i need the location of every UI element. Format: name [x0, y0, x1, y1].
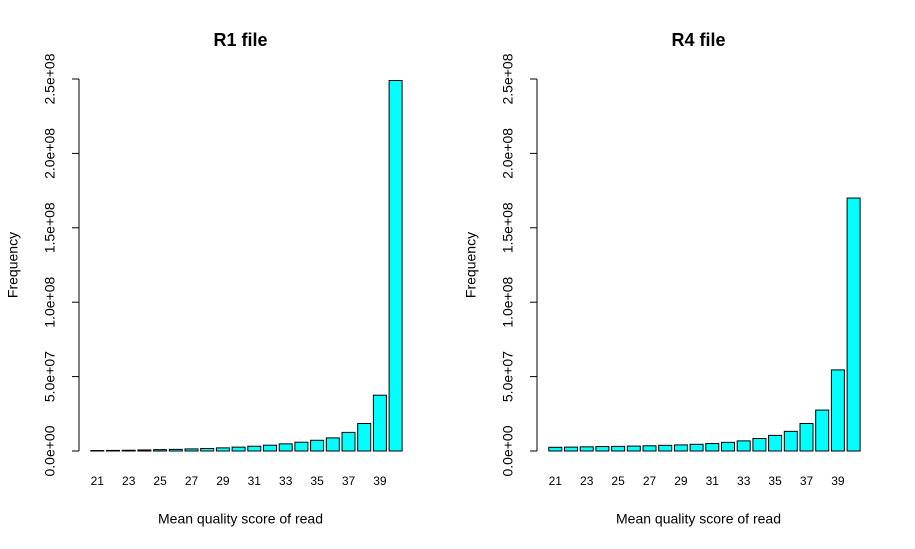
bar	[846, 197, 861, 452]
bar	[768, 434, 783, 452]
x-axis-label: Mean quality score of read	[158, 511, 323, 527]
bar	[799, 422, 814, 452]
bar	[278, 443, 293, 452]
y-tick-label: 2.0e+08	[500, 128, 516, 179]
bar	[611, 445, 626, 452]
chart-title: R4 file	[671, 30, 725, 50]
y-tick-label: 5.0e+07	[42, 351, 58, 402]
bar	[215, 447, 230, 452]
x-tick-label: 39	[373, 474, 387, 488]
y-axis-label: Frequency	[463, 232, 479, 298]
y-tick-label: 1.0e+08	[42, 276, 58, 327]
y-axis-label: Frequency	[5, 232, 21, 298]
x-tick-label: 23	[580, 474, 594, 488]
bar	[372, 394, 387, 452]
chart-title: R1 file	[213, 30, 267, 50]
x-tick-label: 35	[768, 474, 782, 488]
x-tick-label: 23	[122, 474, 136, 488]
y-tick-label: 0.0e+00	[42, 425, 58, 476]
x-tick-label: 33	[279, 474, 293, 488]
bar	[752, 438, 767, 452]
bar	[200, 447, 215, 452]
y-tick-label: 1.5e+08	[42, 202, 58, 253]
x-tick-label: 39	[831, 474, 845, 488]
bar	[121, 449, 136, 452]
x-tick-label: 29	[674, 474, 688, 488]
y-tick-label: 1.0e+08	[500, 276, 516, 327]
bar	[357, 422, 372, 452]
bar	[721, 441, 735, 452]
bar	[705, 443, 720, 452]
bar	[168, 448, 183, 452]
bar	[341, 431, 356, 452]
bar	[153, 449, 168, 452]
bar	[231, 446, 246, 452]
x-tick-label: 29	[216, 474, 230, 488]
bar	[247, 445, 262, 452]
x-tick-label: 33	[737, 474, 751, 488]
x-tick-label: 35	[310, 474, 324, 488]
bar	[689, 443, 704, 452]
bar	[658, 444, 673, 452]
y-tick-label: 2.5e+08	[42, 53, 58, 104]
bar	[736, 440, 751, 452]
bar	[137, 449, 152, 452]
bar	[263, 444, 277, 452]
x-tick-label: 31	[248, 474, 262, 488]
x-tick-label: 37	[800, 474, 814, 488]
bar	[564, 446, 578, 452]
bar	[325, 437, 340, 452]
x-tick-label: 37	[342, 474, 356, 488]
bar	[184, 448, 199, 452]
bar	[626, 445, 641, 452]
bar	[310, 439, 325, 452]
x-tick-label: 25	[153, 474, 167, 488]
x-tick-label: 27	[185, 474, 199, 488]
bar	[388, 79, 403, 452]
y-tick-label: 2.5e+08	[500, 53, 516, 104]
x-tick-label: 21	[91, 474, 105, 488]
x-tick-label: 31	[706, 474, 720, 488]
bar	[106, 449, 120, 452]
bar	[642, 445, 657, 452]
x-tick-label: 21	[549, 474, 563, 488]
x-tick-label: 25	[611, 474, 625, 488]
bar	[548, 446, 563, 452]
x-tick-label: 27	[643, 474, 657, 488]
bar	[783, 430, 798, 452]
y-tick-label: 0.0e+00	[500, 425, 516, 476]
bar	[830, 369, 845, 452]
y-tick-label: 1.5e+08	[500, 202, 516, 253]
bar	[673, 444, 688, 452]
bar	[595, 446, 610, 452]
x-axis-label: Mean quality score of read	[616, 511, 781, 527]
y-tick-label: 2.0e+08	[42, 128, 58, 179]
bar	[294, 441, 309, 452]
y-tick-label: 5.0e+07	[500, 351, 516, 402]
bar	[579, 446, 594, 452]
bar	[815, 409, 830, 452]
